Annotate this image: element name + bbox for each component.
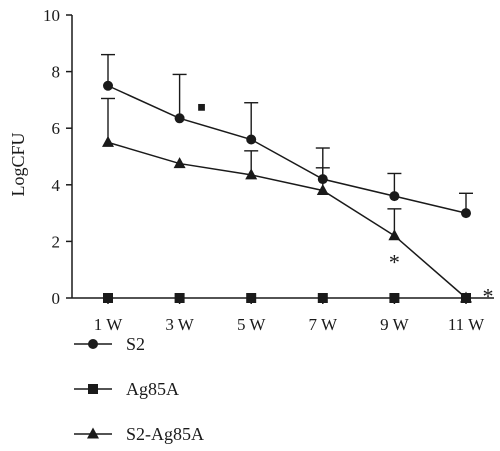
data-point bbox=[460, 291, 472, 303]
x-tick-label: 1 W bbox=[94, 315, 123, 334]
legend-label: S2-Ag85A bbox=[126, 424, 204, 444]
data-point bbox=[246, 293, 257, 303]
data-point bbox=[102, 135, 114, 147]
data-point bbox=[389, 191, 400, 202]
x-tick-label: 11 W bbox=[448, 315, 485, 334]
data-point bbox=[103, 293, 113, 303]
y-tick-label: 2 bbox=[52, 232, 61, 251]
annotations: * * ■ bbox=[197, 101, 493, 309]
legend-marker bbox=[88, 384, 98, 394]
y-tick-label: 8 bbox=[52, 63, 61, 82]
data-point bbox=[316, 183, 329, 195]
data-point bbox=[173, 157, 186, 169]
data-point bbox=[103, 80, 113, 91]
data-point bbox=[317, 293, 328, 303]
series-line bbox=[107, 85, 467, 214]
x-tick-label: 9 W bbox=[380, 315, 409, 334]
legend-label: S2 bbox=[126, 334, 145, 354]
data-point bbox=[388, 229, 401, 241]
annotation-mark: * bbox=[389, 250, 400, 275]
y-tick-label: 10 bbox=[43, 6, 60, 25]
series-line bbox=[107, 141, 467, 299]
data-point bbox=[461, 208, 471, 219]
legend-label: Ag85A bbox=[126, 379, 179, 399]
data-point bbox=[245, 168, 258, 180]
y-tick-label: 0 bbox=[52, 289, 61, 308]
y-tick-label: 6 bbox=[52, 119, 61, 138]
series-lines bbox=[107, 85, 467, 299]
data-point bbox=[389, 293, 400, 303]
annotation-mark: ■ bbox=[197, 101, 205, 116]
legend-marker bbox=[87, 427, 99, 439]
markers bbox=[102, 80, 472, 303]
x-tick-label: 5 W bbox=[237, 315, 266, 334]
data-point bbox=[246, 134, 257, 145]
legend-marker bbox=[88, 339, 98, 349]
data-point bbox=[317, 174, 328, 185]
data-point bbox=[174, 293, 185, 303]
x-tick-label: 7 W bbox=[309, 315, 338, 334]
annotation-mark: * bbox=[483, 284, 494, 309]
y-axis-label: LogCFU bbox=[8, 132, 28, 196]
legend: S2 Ag85A S2-Ag85A bbox=[74, 334, 204, 444]
x-tick-label: 3 W bbox=[165, 315, 194, 334]
error-bars bbox=[101, 53, 473, 236]
y-tick-label: 4 bbox=[52, 176, 61, 195]
data-point bbox=[174, 113, 185, 124]
